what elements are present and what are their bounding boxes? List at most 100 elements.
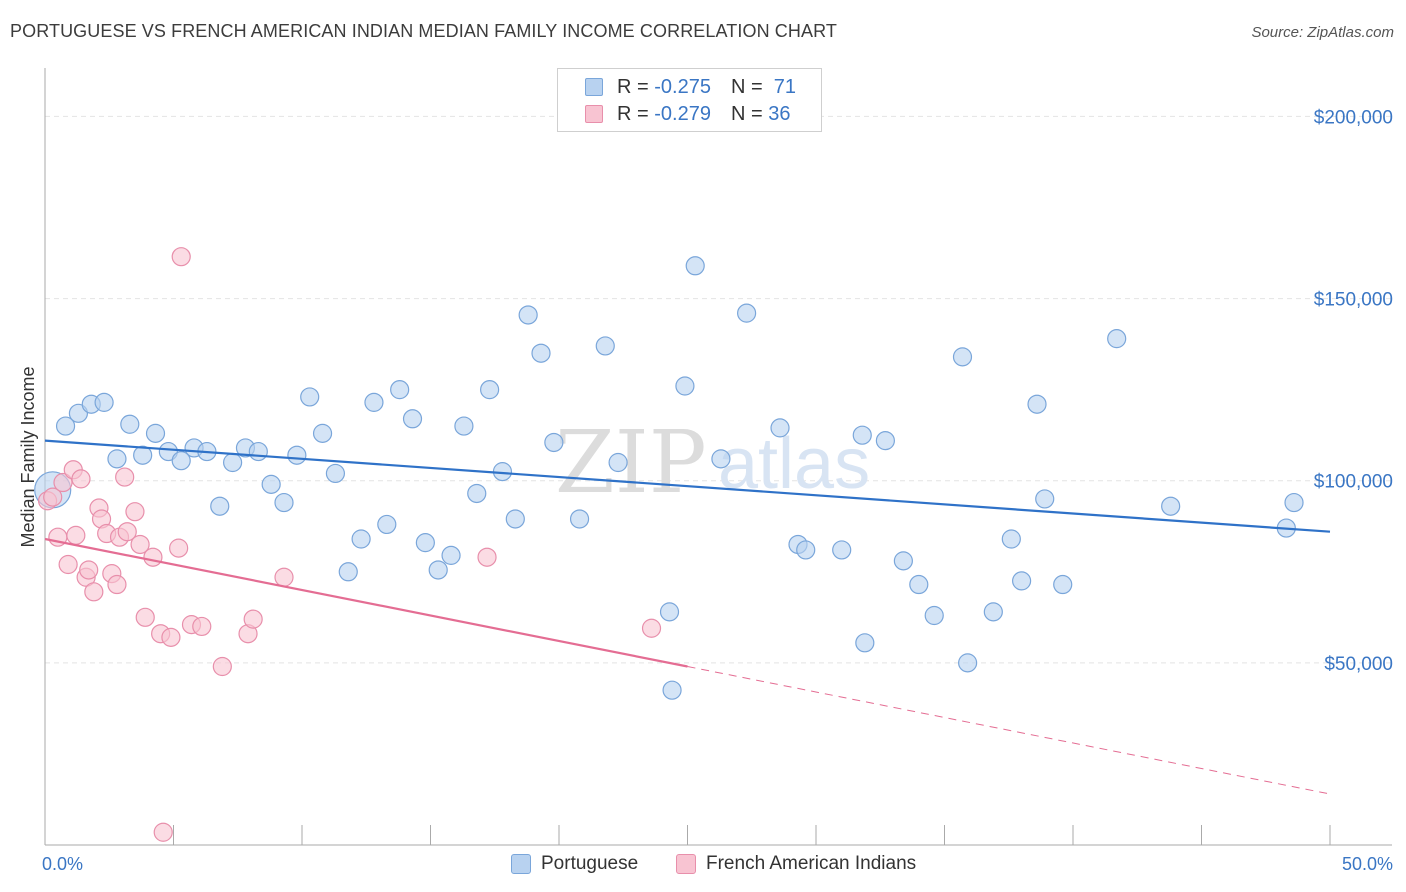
point-portuguese [675, 376, 695, 396]
legend-row-french: R = -0.279 N = 36 [558, 100, 790, 128]
point-portuguese [377, 514, 397, 535]
legend-n-value: 71 [773, 75, 797, 98]
point-french [117, 522, 137, 542]
point-portuguese [107, 449, 127, 469]
legend-swatch-portuguese [585, 78, 603, 96]
point-portuguese [659, 602, 680, 622]
point-portuguese [983, 602, 1003, 622]
point-portuguese [685, 256, 705, 276]
point-portuguese [171, 451, 191, 471]
point-portuguese [402, 409, 423, 429]
y-axis-label: Median Family Income [18, 366, 38, 547]
legend-r-label: R = [617, 102, 649, 125]
point-french [641, 618, 662, 638]
legend-label-portuguese: Portuguese [541, 853, 639, 874]
point-portuguese [1053, 574, 1073, 595]
watermark-atlas: atlas [718, 424, 870, 504]
legend-item-portuguese: Portuguese [511, 852, 638, 876]
point-portuguese [287, 445, 307, 465]
legend-n-label: N = [730, 102, 763, 125]
point-portuguese [325, 463, 346, 484]
point-portuguese [467, 483, 487, 504]
point-portuguese [415, 533, 435, 553]
y-tick-label: $150,000 [1314, 290, 1393, 311]
legend-item-french: French American Indians [676, 852, 916, 876]
point-portuguese [338, 562, 358, 582]
point-portuguese [454, 416, 474, 436]
point-french [135, 607, 155, 627]
point-portuguese [274, 492, 294, 513]
point-portuguese [145, 423, 166, 443]
legend-n-value: 36 [768, 102, 791, 125]
legend-swatch-french [676, 854, 696, 874]
point-portuguese [832, 540, 852, 560]
stats-legend: R = -0.275 N = 71 R = -0.279 N = 36 [557, 68, 822, 132]
trend-line-french-extension [687, 666, 1331, 795]
legend-label-french: French American Indians [706, 853, 917, 874]
point-portuguese [924, 605, 944, 626]
point-portuguese [364, 392, 384, 412]
point-french [53, 472, 73, 493]
point-portuguese [428, 560, 448, 580]
point-portuguese [351, 529, 371, 549]
point-portuguese [875, 431, 895, 451]
point-portuguese [1161, 496, 1181, 516]
point-french [107, 574, 127, 595]
legend-swatch-portuguese [511, 854, 531, 874]
legend-r-label: R = [617, 75, 649, 98]
point-portuguese [855, 633, 875, 653]
point-portuguese [210, 496, 230, 516]
point-french [212, 656, 232, 677]
point-portuguese [441, 545, 461, 565]
point-portuguese [1035, 489, 1055, 509]
point-portuguese [711, 449, 731, 469]
trend-line-portuguese [44, 439, 1331, 533]
point-french [161, 627, 181, 647]
y-tick-label: $200,000 [1314, 107, 1393, 128]
point-portuguese [1107, 329, 1127, 349]
trend-lines [44, 439, 1331, 795]
point-portuguese [312, 423, 333, 443]
point-french [130, 534, 150, 555]
point-portuguese [505, 509, 525, 529]
point-portuguese [94, 392, 114, 412]
legend-r-value: -0.275 [654, 75, 711, 98]
point-portuguese [120, 414, 140, 434]
point-french [66, 525, 86, 545]
point-portuguese [480, 380, 500, 400]
axis-labels: $50,000 $100,000 $150,000 $200,000 0.0% 50.0%… [18, 107, 1393, 874]
gridlines [45, 115, 1395, 664]
chart-title: PORTUGUESE VS FRENCH AMERICAN INDIAN MED… [10, 21, 837, 41]
x-tick-label-min: 0.0% [42, 854, 83, 874]
point-portuguese [248, 441, 268, 462]
point-portuguese [595, 336, 615, 356]
point-french [58, 554, 78, 575]
point-portuguese [518, 305, 538, 325]
point-french [243, 609, 263, 629]
point-french [477, 547, 497, 567]
point-french [79, 560, 99, 580]
point-french [84, 582, 104, 602]
point-portuguese [55, 416, 76, 436]
point-portuguese [531, 343, 551, 363]
y-tick-label: $100,000 [1314, 472, 1393, 493]
legend-r-value: -0.279 [654, 102, 711, 125]
trend-line-french [44, 537, 688, 668]
point-portuguese [223, 452, 243, 473]
point-portuguese [796, 540, 816, 560]
y-tick-label: $50,000 [1324, 654, 1393, 675]
source-label: Source: ZipAtlas.com [1251, 24, 1394, 41]
axes [44, 68, 1392, 846]
x-tick-label-max: 50.0% [1342, 854, 1393, 874]
point-french [125, 502, 145, 522]
point-french [71, 469, 91, 489]
point-portuguese [852, 425, 872, 445]
point-portuguese [737, 303, 757, 323]
data-points [34, 247, 1304, 842]
legend-n-label: N = [730, 75, 763, 98]
point-portuguese [909, 574, 929, 595]
point-french [43, 487, 63, 507]
point-portuguese [1284, 492, 1304, 513]
point-french [153, 822, 173, 842]
